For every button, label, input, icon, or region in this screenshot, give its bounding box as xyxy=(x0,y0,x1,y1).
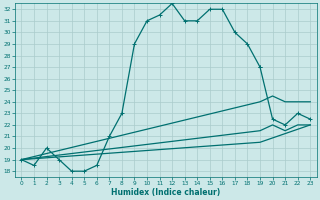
X-axis label: Humidex (Indice chaleur): Humidex (Indice chaleur) xyxy=(111,188,220,197)
